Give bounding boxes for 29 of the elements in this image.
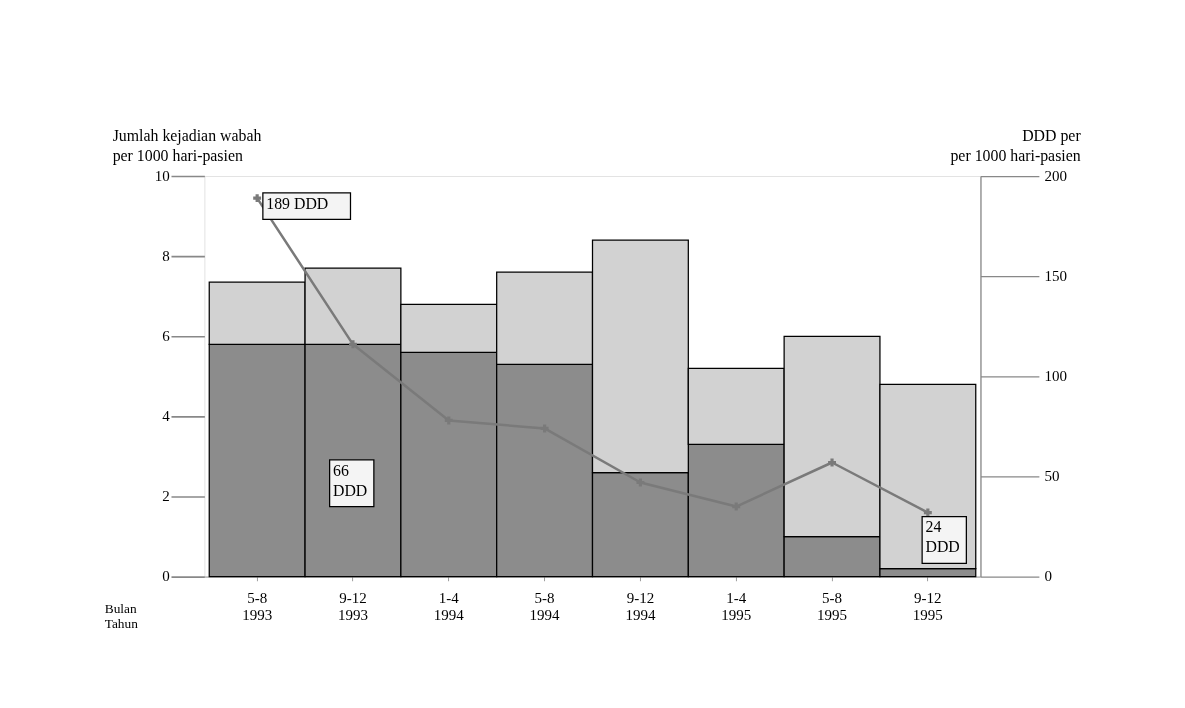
y-tick-label: 10 [154, 167, 170, 184]
y-tick-label: 8 [162, 247, 170, 264]
y-tick-label: 0 [162, 568, 170, 585]
x-tick-label: 5-8 1993 [242, 589, 273, 623]
y2-tick-label: 50 [1044, 468, 1060, 485]
point [828, 458, 836, 467]
x-tick-label: 5-8 1994 [529, 589, 561, 623]
x-tick-label: 9-12 1995 [912, 589, 943, 623]
y2-tick-label: 150 [1044, 267, 1067, 284]
point [349, 340, 357, 349]
x-tick-label: 9-12 1993 [337, 589, 368, 623]
y-tick-label: 6 [162, 327, 171, 344]
annotation: 189 DDD [266, 194, 329, 212]
y2-axis-title: DDD per per 1000 hari-pasien [950, 127, 1082, 166]
y-tick-label: 4 [162, 408, 171, 425]
y-axis-title: Jumlah kejadian wabah per 1000 hari-pasien [112, 127, 262, 166]
point [923, 508, 932, 517]
y2-tick-label: 100 [1044, 367, 1067, 384]
x-axis-title: Bulan Tahun [104, 600, 139, 631]
y2-tick-label: 0 [1044, 568, 1052, 585]
x-tick-label: 9-12 1994 [625, 589, 656, 623]
x-tick-label: 1-4 1994 [433, 589, 465, 623]
point [253, 194, 262, 203]
annotation: 66 DDD [332, 461, 368, 499]
annotation: 24 DDD [925, 518, 960, 556]
y2-tick-label: 200 [1044, 167, 1067, 184]
x-tick-label: 5-8 1995 [817, 589, 848, 623]
y-tick-label: 2 [162, 488, 170, 505]
x-tick-label: 1-4 1995 [721, 589, 752, 623]
